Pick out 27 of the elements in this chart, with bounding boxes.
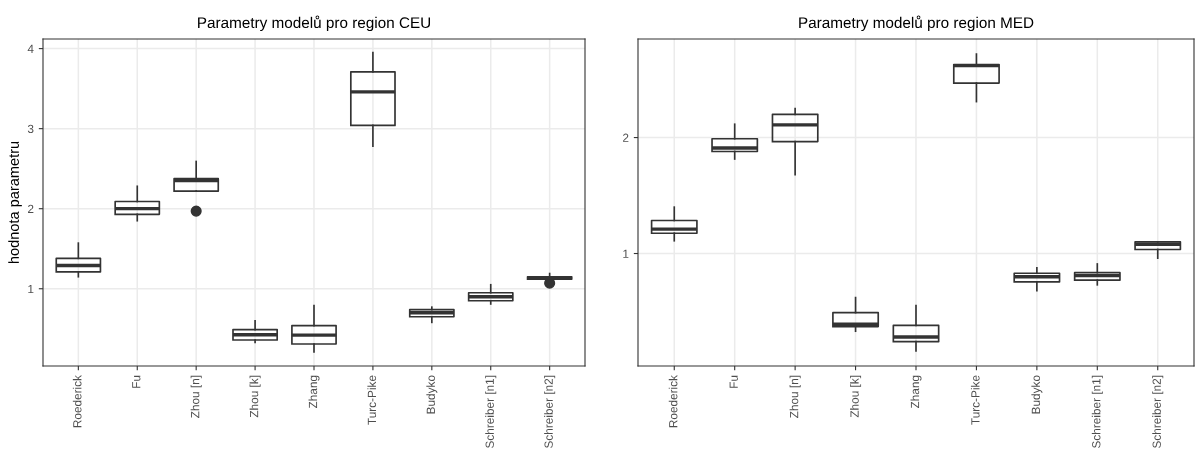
x-tick-label: Schreiber [n2] [1152, 375, 1164, 448]
x-tick-label: Budyko [1031, 375, 1043, 414]
y-tick-label: 4 [27, 44, 34, 53]
y-tick-label: 3 [27, 124, 34, 134]
x-tick-label: Schreiber [n2] [544, 375, 556, 448]
x-tick-label: Schreiber [n1] [1091, 375, 1103, 448]
y-tick-label: 1 [623, 249, 629, 258]
y-tick-label: 2 [28, 204, 34, 213]
chart-title: Parametry modelů pro region CEU [198, 15, 431, 32]
x-tick-label: Budyko [426, 375, 438, 414]
chart-title: Parametry modelů pro region MED [799, 15, 1034, 32]
y-tick-label: 1 [28, 284, 34, 294]
x-tick-label: Zhang [308, 375, 320, 409]
x-tick-label: Zhang [910, 375, 922, 409]
x-tick-label: Roederick [72, 375, 82, 428]
x-tick-label: Fu [132, 375, 141, 388]
x-tick-label: Turc-Pike [970, 375, 980, 425]
x-tick-label: Fu [729, 375, 738, 388]
x-tick-label: Roederick [668, 375, 678, 428]
x-tick-label: Zhou [k] [850, 375, 862, 418]
x-tick-label: Turc-Pike [367, 375, 377, 425]
x-tick-label: Zhou [k] [249, 375, 261, 418]
x-tick-label: Schreiber [n1] [485, 375, 497, 448]
x-tick-label: Zhou [n] [190, 375, 202, 418]
y-axis-title: hodnota parametru [8, 141, 22, 264]
y-tick-label: 2 [623, 133, 629, 142]
x-tick-label: Zhou [n] [789, 375, 801, 418]
